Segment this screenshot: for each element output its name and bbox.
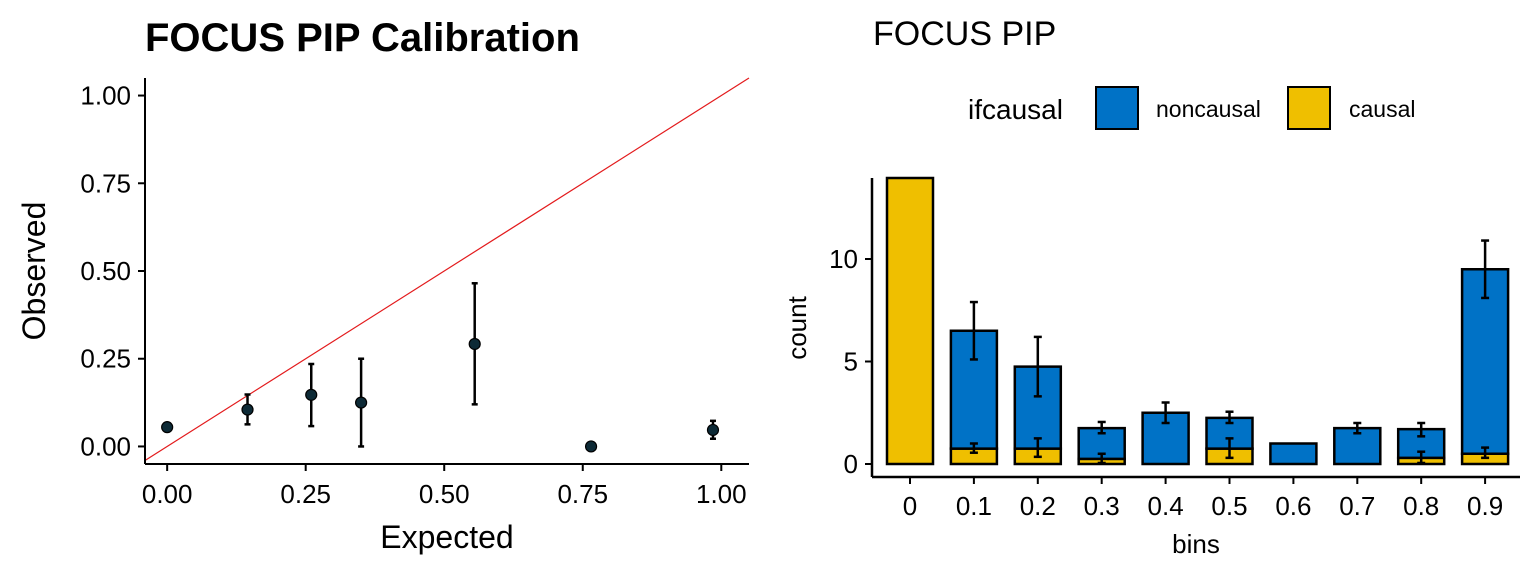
legend-swatch-noncausal [1095,86,1139,130]
calibration-x-axis-label: Expected [380,519,513,555]
x-tick-label: 0.50 [419,479,470,509]
x-tick-label: 0.00 [142,479,193,509]
y-tick-label: 0.50 [80,256,131,286]
x-tick-label: 0.3 [1084,491,1120,521]
bar-noncausal [1460,268,1510,455]
x-tick-label: 0 [903,491,917,521]
legend-label-noncausal: noncausal [1156,96,1261,122]
histogram-title: FOCUS PIP [873,15,1056,53]
x-tick-label: 1.00 [696,479,747,509]
legend-label-causal: causal [1349,96,1415,122]
bar-causal [885,176,935,466]
bar-noncausal [1141,411,1190,466]
data-point [241,403,254,416]
data-point [584,440,598,453]
x-tick-label: 0.5 [1211,491,1247,521]
histogram-panel: FOCUS PIP ifcausal noncausal causal 0 5 10… [782,15,1520,559]
calibration-panel: FOCUS PIP Calibration 0.00 0.25 0.50 0.75 1.… [16,16,750,555]
x-tick-label: 0.7 [1339,491,1375,521]
histogram-plot-area: 0 5 10 0 0.1 0.2 0.3 0.4 0.5 0.6 0.7 0.8 0.9 [829,176,1520,521]
histogram-y-axis-label: count [782,295,812,359]
x-tick-label: 0.75 [557,479,608,509]
bar-noncausal [1269,442,1318,466]
y-tick-label: 10 [829,244,858,274]
bar-noncausal [1013,365,1063,450]
histogram-x-axis-label: bins [1172,529,1220,559]
data-point [706,423,720,437]
x-tick-label: 0.4 [1148,491,1184,521]
x-tick-label: 0.1 [956,491,992,521]
calibration-title: FOCUS PIP Calibration [145,16,580,60]
y-tick-label: 1.00 [80,81,131,111]
data-point [161,421,174,434]
data-point [355,396,368,409]
legend-title: ifcausal [968,94,1063,125]
y-tick-label: 0.25 [80,344,131,374]
reference-line [144,77,750,461]
data-point [468,337,481,351]
calibration-plot-area: 0.00 0.25 0.50 0.75 1.00 0.00 0.25 0.50 0.75 1.00 [80,77,750,509]
y-tick-label: 0.75 [80,168,131,198]
x-tick-label: 0.2 [1020,491,1056,521]
y-tick-label: 0.00 [80,431,131,461]
data-point [305,388,318,401]
x-tick-label: 0.8 [1403,491,1439,521]
y-tick-label: 5 [844,347,858,377]
calibration-y-axis-label: Observed [16,202,52,341]
x-tick-label: 0.9 [1467,491,1503,521]
y-tick-label: 0 [844,449,858,479]
x-tick-label: 0.6 [1275,491,1311,521]
x-tick-label: 0.25 [280,479,331,509]
legend-swatch-causal [1287,86,1331,130]
legend: ifcausal noncausal causal [968,86,1415,130]
